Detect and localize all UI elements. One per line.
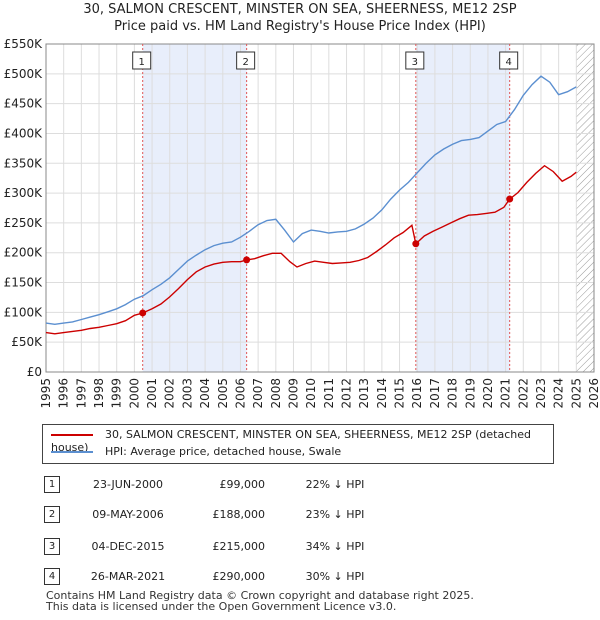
sale-hpi-diff: 30% ↓ HPI — [305, 570, 365, 583]
sale-number: 1 — [44, 476, 60, 493]
x-tick-label: 1999 — [110, 378, 124, 409]
y-tick-label: £300K — [4, 186, 44, 200]
x-tick-label: 2008 — [269, 378, 283, 409]
sale-number: 2 — [44, 506, 60, 523]
property-line — [45, 164, 577, 335]
x-tick-label: 2015 — [393, 378, 407, 409]
x-tick-label: 2010 — [304, 378, 318, 409]
x-tick-label: 2016 — [410, 378, 424, 409]
x-tick-label: 1997 — [74, 378, 88, 409]
sale-point-3 — [412, 240, 420, 248]
x-tick-label: 2013 — [357, 378, 371, 409]
x-tick-label: 2026 — [587, 378, 600, 409]
x-tick-label: 2017 — [428, 378, 442, 409]
sale-box-label-2: 2 — [242, 57, 248, 68]
legend: 30, SALMON CRESCENT, MINSTER ON SEA, SHE… — [42, 424, 554, 464]
x-tick-label: 2018 — [446, 378, 460, 409]
sale-price: £215,000 — [212, 540, 266, 553]
x-tick-label: 2023 — [534, 378, 548, 409]
shaded-period-2 — [415, 44, 510, 372]
x-tick-label: 2011 — [322, 378, 336, 409]
x-tick-label: 2009 — [286, 378, 300, 409]
x-tick-label: 2001 — [145, 378, 159, 409]
x-tick-label: 2003 — [180, 378, 194, 409]
sale-box-2 — [236, 51, 256, 70]
footer-line2: This data is licensed under the Open Gov… — [46, 600, 397, 613]
future-region — [576, 44, 594, 372]
legend-label-property: 30, SALMON CRESCENT, MINSTER ON SEA, SHE… — [51, 428, 531, 454]
legend-item-property: 30, SALMON CRESCENT, MINSTER ON SEA, SHE… — [51, 428, 553, 454]
x-tick-label: 2004 — [198, 378, 212, 409]
legend-item-hpi: HPI: Average price, detached house, Swal… — [51, 445, 341, 461]
sale-point-4 — [506, 195, 514, 203]
x-tick-label: 2019 — [463, 378, 477, 409]
sale-box-label-3: 3 — [412, 57, 418, 68]
x-tick-label: 2002 — [163, 378, 177, 409]
y-tick-label: £200K — [4, 246, 44, 260]
x-tick-label: 2000 — [127, 378, 141, 409]
footer-line1: Contains HM Land Registry data © Crown c… — [46, 589, 474, 602]
sale-date: 26-MAR-2021 — [90, 570, 166, 583]
x-tick-label: 1995 — [39, 378, 53, 409]
hpi-line — [45, 75, 577, 326]
sale-box-4 — [499, 51, 519, 70]
y-tick-label: £450K — [4, 97, 44, 111]
sale-date: 23-JUN-2000 — [92, 478, 164, 491]
sale-box-1 — [132, 51, 152, 70]
sale-hpi-diff: 23% ↓ HPI — [305, 508, 365, 521]
x-tick-label: 1998 — [92, 378, 106, 409]
shaded-period-1 — [142, 44, 247, 372]
sale-hpi-diff: 22% ↓ HPI — [305, 478, 365, 491]
legend-swatch-property — [51, 434, 93, 436]
y-tick-label: £250K — [4, 216, 44, 230]
y-tick-label: £500K — [4, 67, 44, 81]
x-tick-label: 2014 — [375, 378, 389, 409]
sale-hpi-diff: 34% ↓ HPI — [305, 540, 365, 553]
y-tick-label: £550K — [4, 37, 44, 51]
x-tick-label: 1996 — [57, 378, 71, 409]
sale-price: £290,000 — [212, 570, 266, 583]
sale-row: 1 23-JUN-2000 £99,000 22% ↓ HPI — [0, 476, 600, 498]
x-tick-label: 2007 — [251, 378, 265, 409]
plot-area — [45, 43, 595, 373]
legend-label-hpi: HPI: Average price, detached house, Swal… — [105, 445, 342, 458]
x-tick-label: 2012 — [340, 378, 354, 409]
y-tick-label: £0 — [27, 365, 42, 379]
sale-price: £188,000 — [212, 508, 266, 521]
sale-point-1 — [139, 309, 147, 317]
sale-row: 3 04-DEC-2015 £215,000 34% ↓ HPI — [0, 538, 600, 560]
sale-row: 2 09-MAY-2006 £188,000 23% ↓ HPI — [0, 506, 600, 528]
y-tick-label: £50K — [11, 335, 43, 349]
x-tick-label: 2021 — [499, 378, 513, 409]
sale-date: 09-MAY-2006 — [92, 508, 164, 521]
x-tick-label: 2005 — [216, 378, 230, 409]
sale-box-label-1: 1 — [139, 57, 145, 68]
chart-title-line2: Price paid vs. HM Land Registry's House … — [114, 19, 486, 34]
sale-number: 4 — [44, 568, 60, 585]
sale-date: 04-DEC-2015 — [91, 540, 165, 553]
sale-box-label-4: 4 — [505, 57, 511, 68]
x-tick-label: 2006 — [233, 378, 247, 409]
x-tick-label: 2024 — [552, 378, 566, 409]
x-tick-label: 2025 — [569, 378, 583, 409]
x-tick-label: 2022 — [516, 378, 530, 409]
footer: Contains HM Land Registry data © Crown c… — [46, 590, 474, 612]
sale-number: 3 — [44, 538, 60, 555]
sale-box-3 — [405, 51, 425, 70]
y-tick-label: £350K — [4, 156, 44, 170]
sale-row: 4 26-MAR-2021 £290,000 30% ↓ HPI — [0, 568, 600, 590]
x-tick-label: 2020 — [481, 378, 495, 409]
sale-price: £99,000 — [219, 478, 266, 491]
chart-title-line1: 30, SALMON CRESCENT, MINSTER ON SEA, SHE… — [83, 2, 517, 17]
price-chart: 1 2 3 4 £0 £50K £100K £150K £200K £250K £300K £350K… — [4, 37, 600, 409]
legend-swatch-hpi — [51, 451, 93, 453]
y-tick-label: £400K — [4, 126, 44, 140]
y-tick-label: £100K — [4, 305, 44, 319]
sale-point-2 — [243, 256, 251, 264]
y-tick-label: £150K — [4, 276, 44, 290]
